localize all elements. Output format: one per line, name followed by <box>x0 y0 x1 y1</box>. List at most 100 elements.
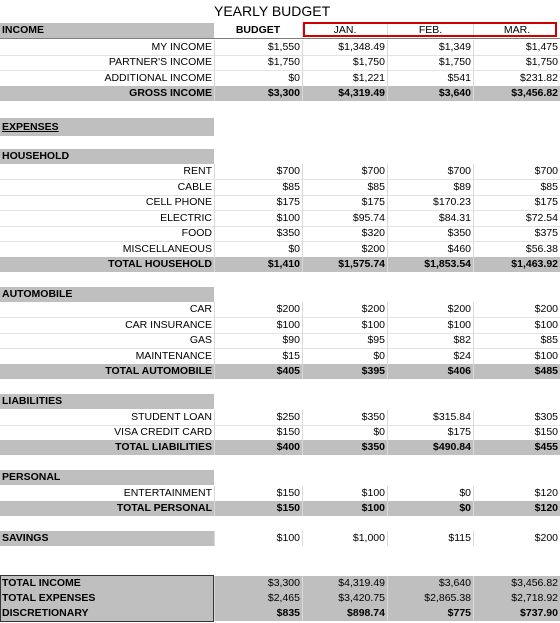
cell-jan[interactable]: $100 <box>302 486 387 501</box>
row-label[interactable]: FOOD <box>181 227 212 239</box>
cell-budget[interactable]: $15 <box>214 349 302 364</box>
cell-mar[interactable]: $3,456.82 <box>473 86 560 101</box>
cell-jan[interactable]: $700 <box>302 164 387 179</box>
cell-jan[interactable]: $0 <box>302 349 387 364</box>
cell-budget[interactable]: $400 <box>214 440 302 455</box>
cell-budget[interactable]: $2,465 <box>214 591 302 606</box>
cell-mar[interactable]: $305 <box>473 410 560 425</box>
cell-feb[interactable]: $82 <box>387 333 473 348</box>
row-label[interactable]: TOTAL INCOME <box>0 576 214 591</box>
cell-mar[interactable]: $100 <box>473 318 560 333</box>
section-personal[interactable]: PERSONAL <box>0 470 214 485</box>
cell-jan[interactable]: $1,575.74 <box>302 257 387 272</box>
cell-jan[interactable]: $175 <box>302 195 387 210</box>
cell-budget[interactable]: $100 <box>214 211 302 226</box>
cell-jan[interactable]: $95.74 <box>302 211 387 226</box>
cell-feb[interactable]: $100 <box>387 318 473 333</box>
cell-mar[interactable]: $375 <box>473 226 560 241</box>
row-label[interactable]: PARTNER'S INCOME <box>108 56 212 68</box>
cell-mar[interactable]: $3,456.82 <box>473 576 560 591</box>
cell-mar[interactable]: $150 <box>473 425 560 440</box>
section-expenses[interactable]: EXPENSES <box>0 118 214 136</box>
cell-jan[interactable]: $3,420.75 <box>302 591 387 606</box>
cell-jan[interactable]: $898.74 <box>302 606 387 621</box>
cell-jan[interactable]: $4,319.49 <box>302 576 387 591</box>
row-label[interactable]: TOTAL HOUSEHOLD <box>0 257 214 272</box>
section-income-header[interactable]: INCOME <box>0 23 214 38</box>
col-jan[interactable]: JAN. <box>302 23 387 38</box>
cell-feb[interactable]: $89 <box>387 180 473 195</box>
cell-jan[interactable]: $95 <box>302 333 387 348</box>
row-label[interactable]: MAINTENANCE <box>135 350 212 362</box>
cell-mar[interactable]: $700 <box>473 164 560 179</box>
cell-feb[interactable]: $700 <box>387 164 473 179</box>
cell-jan[interactable]: $100 <box>302 318 387 333</box>
cell-mar[interactable]: $1,475 <box>473 40 560 55</box>
cell-mar[interactable]: $120 <box>473 501 560 516</box>
cell-feb[interactable]: $170.23 <box>387 195 473 210</box>
cell-feb[interactable]: $350 <box>387 226 473 241</box>
cell-jan[interactable]: $395 <box>302 364 387 379</box>
cell-mar[interactable]: $200 <box>473 531 560 546</box>
cell-budget[interactable]: $100 <box>214 318 302 333</box>
cell-jan[interactable]: $350 <box>302 410 387 425</box>
cell-feb[interactable]: $1,853.54 <box>387 257 473 272</box>
row-label[interactable]: MY INCOME <box>151 41 212 53</box>
cell-mar[interactable]: $200 <box>473 302 560 317</box>
row-label[interactable]: MISCELLANEOUS <box>122 243 212 255</box>
cell-feb[interactable]: $1,349 <box>387 40 473 55</box>
cell-budget[interactable]: $100 <box>214 531 302 546</box>
cell-jan[interactable]: $1,750 <box>302 55 387 70</box>
cell-budget[interactable]: $0 <box>214 242 302 257</box>
cell-jan[interactable]: $350 <box>302 440 387 455</box>
row-label[interactable]: CAR <box>189 303 212 315</box>
cell-mar[interactable]: $175 <box>473 195 560 210</box>
cell-feb[interactable]: $175 <box>387 425 473 440</box>
cell-budget[interactable]: $350 <box>214 226 302 241</box>
cell-feb[interactable]: $406 <box>387 364 473 379</box>
cell-mar[interactable]: $85 <box>473 333 560 348</box>
row-label[interactable]: TOTAL AUTOMOBILE <box>0 364 214 379</box>
cell-budget[interactable]: $1,750 <box>214 55 302 70</box>
row-label[interactable]: ADDITIONAL INCOME <box>104 72 212 84</box>
cell-budget[interactable]: $85 <box>214 180 302 195</box>
row-label[interactable]: GAS <box>189 334 212 346</box>
cell-mar[interactable]: $2,718.92 <box>473 591 560 606</box>
col-feb[interactable]: FEB. <box>387 23 473 38</box>
cell-jan[interactable]: $100 <box>302 501 387 516</box>
section-liabilities[interactable]: LIABILITIES <box>0 394 214 409</box>
cell-jan[interactable]: $0 <box>302 425 387 440</box>
cell-feb[interactable]: $0 <box>387 486 473 501</box>
row-label[interactable]: STUDENT LOAN <box>131 411 212 423</box>
section-automobile[interactable]: AUTOMOBILE <box>0 287 214 302</box>
cell-jan[interactable]: $4,319.49 <box>302 86 387 101</box>
cell-mar[interactable]: $455 <box>473 440 560 455</box>
row-label[interactable]: DISCRETIONARY <box>0 606 214 621</box>
cell-feb[interactable]: $84.31 <box>387 211 473 226</box>
section-household[interactable]: HOUSEHOLD <box>0 149 214 164</box>
cell-feb[interactable]: $200 <box>387 302 473 317</box>
cell-budget[interactable]: $3,300 <box>214 576 302 591</box>
cell-mar[interactable]: $120 <box>473 486 560 501</box>
row-label[interactable]: CAR INSURANCE <box>125 319 212 331</box>
cell-budget[interactable]: $150 <box>214 486 302 501</box>
cell-mar[interactable]: $72.54 <box>473 211 560 226</box>
cell-feb[interactable]: $2,865.38 <box>387 591 473 606</box>
cell-feb[interactable]: $3,640 <box>387 86 473 101</box>
col-mar[interactable]: MAR. <box>473 23 560 38</box>
cell-mar[interactable]: $56.38 <box>473 242 560 257</box>
row-label[interactable]: CELL PHONE <box>145 196 212 208</box>
cell-budget[interactable]: $1,550 <box>214 40 302 55</box>
cell-mar[interactable]: $1,750 <box>473 55 560 70</box>
cell-budget[interactable]: $405 <box>214 364 302 379</box>
cell-budget[interactable]: $150 <box>214 425 302 440</box>
cell-mar[interactable]: $737.90 <box>473 606 560 621</box>
cell-jan[interactable]: $200 <box>302 242 387 257</box>
cell-budget[interactable]: $200 <box>214 302 302 317</box>
cell-budget[interactable]: $90 <box>214 333 302 348</box>
cell-feb[interactable]: $490.84 <box>387 440 473 455</box>
row-label[interactable]: VISA CREDIT CARD <box>114 426 212 438</box>
section-savings[interactable]: SAVINGS <box>0 531 214 546</box>
cell-mar[interactable]: $231.82 <box>473 71 560 86</box>
cell-budget[interactable]: $3,300 <box>214 86 302 101</box>
